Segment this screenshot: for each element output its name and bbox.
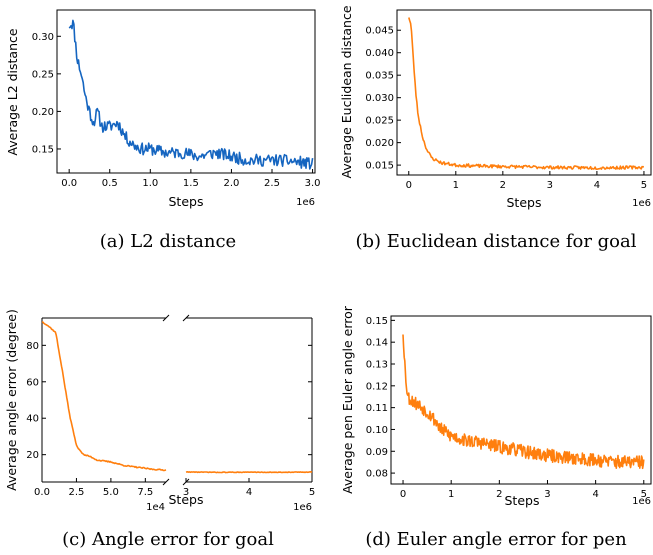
plot-frame bbox=[396, 9, 652, 176]
y-tick-label: 0.20 bbox=[32, 107, 54, 118]
x-tick-label: 5 bbox=[641, 180, 647, 191]
x-tick-label: 3 bbox=[544, 489, 550, 500]
y-tick-label: 0.020 bbox=[365, 138, 394, 149]
chart-euclidean-distance: 0 1 2 3 4 5 0.015 0.020 0.025 0.030 0.035 0.040 0.0… bbox=[339, 5, 652, 252]
x-tick-label: 2.5 bbox=[264, 178, 280, 189]
y-tick-label: 40 bbox=[26, 414, 39, 425]
caption: (c) Angle error for goal bbox=[62, 529, 274, 550]
y-tick-label: 60 bbox=[26, 377, 39, 388]
x-tick-label: 1 bbox=[453, 180, 459, 191]
y-axis-label: Average pen Euler angle error bbox=[340, 305, 355, 494]
y-tick-label: 0.15 bbox=[32, 144, 54, 155]
x-multiplier: 1e6 bbox=[632, 496, 651, 507]
y-tick-label: 0.11 bbox=[366, 403, 388, 414]
y-tick-label: 0.14 bbox=[366, 338, 388, 349]
x-tick-label: 0.5 bbox=[102, 178, 118, 189]
series-line bbox=[402, 334, 645, 470]
x-tick-label: 0.0 bbox=[61, 178, 77, 189]
y-tick-label: 20 bbox=[26, 450, 39, 461]
x-tick-label: 0.0 bbox=[34, 487, 50, 498]
series-line-left bbox=[41, 321, 167, 472]
y-axis-label: Average angle error (degree) bbox=[4, 309, 19, 491]
y-axis-label: Average Euclidean distance bbox=[339, 5, 354, 178]
x-tick-label: 2 bbox=[500, 180, 506, 191]
x-tick-label: 1 bbox=[448, 489, 454, 500]
y-tick-label: 0.30 bbox=[32, 32, 54, 43]
x-tick-label: 4 bbox=[594, 180, 600, 191]
x-tick-label: 1.0 bbox=[142, 178, 158, 189]
y-tick-label: 0.025 bbox=[365, 116, 394, 127]
y-tick-label: 0.035 bbox=[365, 71, 394, 82]
y-tick-label: 0.10 bbox=[366, 425, 388, 436]
plot-frame-left bbox=[41, 314, 170, 486]
y-tick-label: 0.045 bbox=[365, 26, 394, 37]
y-axis-label: Average L2 distance bbox=[5, 28, 20, 155]
x-tick-label: 5.0 bbox=[103, 487, 119, 498]
y-tick-label: 0.040 bbox=[365, 48, 394, 59]
x-axis-label: Steps bbox=[169, 492, 204, 507]
y-tick-label: 0.08 bbox=[366, 469, 388, 480]
plot-frame bbox=[390, 315, 652, 485]
y-tick-label: 0.25 bbox=[32, 69, 54, 80]
y-tick-label: 0.15 bbox=[366, 316, 388, 327]
caption: (d) Euler angle error for pen bbox=[365, 529, 627, 550]
x-tick-label: 7.5 bbox=[137, 487, 153, 498]
x-tick-label: 2.0 bbox=[223, 178, 239, 189]
plot-frame-right bbox=[182, 314, 313, 486]
x-tick-label: 3.0 bbox=[305, 178, 321, 189]
x-multiplier: 1e6 bbox=[296, 197, 315, 208]
x-axis-label: Steps bbox=[169, 194, 204, 209]
x-multiplier-left: 1e4 bbox=[146, 502, 165, 513]
series-line-right bbox=[185, 471, 313, 474]
x-tick-label: 5 bbox=[309, 487, 315, 498]
x-tick-label: 3 bbox=[547, 180, 553, 191]
y-tick-label: 0.015 bbox=[365, 161, 394, 172]
x-multiplier-right: 1e6 bbox=[293, 502, 312, 513]
y-tick-label: 0.12 bbox=[366, 381, 388, 392]
series-line bbox=[408, 17, 644, 170]
chart-angle-error: 0.0 2.5 5.0 7.5 3 4 5 20 40 60 80 Steps Average a… bbox=[4, 309, 315, 550]
x-multiplier: 1e6 bbox=[632, 198, 651, 209]
caption: (b) Euclidean distance for goal bbox=[355, 231, 636, 252]
x-axis-label: Steps bbox=[505, 493, 540, 508]
plot-frame bbox=[56, 9, 316, 174]
x-tick-label: 0 bbox=[406, 180, 412, 191]
y-tick-label: 0.030 bbox=[365, 93, 394, 104]
x-tick-label: 4 bbox=[246, 487, 252, 498]
y-tick-label: 80 bbox=[26, 341, 39, 352]
y-tick-label: 0.13 bbox=[366, 360, 388, 371]
x-tick-label: 3 bbox=[183, 487, 189, 498]
x-tick-label: 2.5 bbox=[68, 487, 84, 498]
x-tick-label: 4 bbox=[592, 489, 598, 500]
chart-l2-distance: 0.0 0.5 1.0 1.5 2.0 2.5 3.0 0.15 0.20 0.25 0.30 S… bbox=[5, 9, 321, 252]
x-tick-label: 0 bbox=[400, 489, 406, 500]
y-tick-label: 0.09 bbox=[366, 447, 388, 458]
x-tick-label: 1.5 bbox=[183, 178, 199, 189]
x-tick-label: 5 bbox=[641, 489, 647, 500]
caption: (a) L2 distance bbox=[100, 231, 236, 252]
x-axis-label: Steps bbox=[507, 195, 542, 210]
series-line bbox=[68, 19, 314, 170]
x-tick-label: 2 bbox=[496, 489, 502, 500]
